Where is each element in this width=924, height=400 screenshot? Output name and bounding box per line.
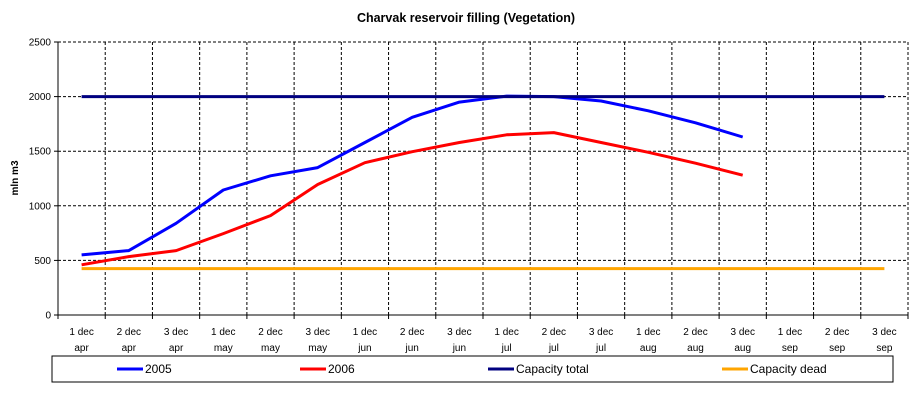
y-tick-labels: 0 500 1000 1500 2000 2500 [29,38,52,322]
x-tick-label: aug [687,343,704,354]
y-tick-label: 2000 [29,92,52,103]
series-lines [81,94,885,271]
x-tick-label: 3 dec [872,327,896,338]
x-tick-label: 1 dec [211,327,235,338]
x-tick-label: jul [501,343,512,354]
series-line-2006 [81,131,744,267]
x-tick-label: 1 dec [636,327,660,338]
x-tick-label: 2 dec [117,327,141,338]
x-tick-label: aug [734,343,751,354]
y-axis-label: mln m3 [10,160,21,195]
legend-box [51,355,894,383]
x-tick-label: 1 dec [353,327,377,338]
y-tick-label: 2500 [29,38,52,49]
x-tick-label: sep [876,343,893,354]
x-tick-label: 2 dec [400,327,424,338]
legend-label-2005: 2005 [145,362,172,376]
x-tick-label: 2 dec [825,327,849,338]
series-line-2005 [81,94,744,257]
x-tick-label: 1 dec [69,327,93,338]
y-tick-label: 0 [45,311,51,322]
y-tick-label: 1000 [29,201,52,212]
x-tick-label: 3 dec [589,327,613,338]
y-tick-label: 1500 [29,147,52,158]
legend: 2005 2006 Capacity total Capacity dead [51,355,894,383]
x-tick-label: may [308,343,327,354]
x-tick-label: jun [357,343,371,354]
x-tick-label: jul [548,343,559,354]
x-tick-label: 1 dec [778,327,802,338]
x-tick-label: 2 dec [683,327,707,338]
y-tick-label: 500 [34,256,51,267]
x-tick-label: 3 dec [305,327,329,338]
x-tick-label: 3 dec [164,327,188,338]
x-tick-label: may [261,343,280,354]
x-tick-label: 1 dec [494,327,518,338]
x-tick-label: 2 dec [258,327,282,338]
x-tick-label: apr [169,343,184,354]
x-tick-label: jul [595,343,606,354]
legend-label-2006: 2006 [328,362,355,376]
grid-lines [58,41,909,315]
x-tick-label: 3 dec [447,327,471,338]
x-tick-labels: 1 dec apr 2 dec apr 3 dec apr 1 dec may 2 dec may… [69,327,896,354]
x-tick-label: may [214,343,233,354]
axes [54,41,909,319]
x-tick-label: sep [829,343,846,354]
x-tick-label: sep [782,343,799,354]
x-tick-label: jun [404,343,418,354]
x-tick-label: 2 dec [542,327,566,338]
x-tick-label: apr [74,343,89,354]
legend-label-capacity-total: Capacity total [516,362,589,376]
chart-title: Charvak reservoir filling (Vegetation) [357,11,575,25]
x-tick-label: 3 dec [730,327,754,338]
x-tick-label: aug [640,343,657,354]
legend-label-capacity-dead: Capacity dead [750,362,827,376]
x-tick-label: apr [122,343,137,354]
x-tick-label: jun [452,343,466,354]
